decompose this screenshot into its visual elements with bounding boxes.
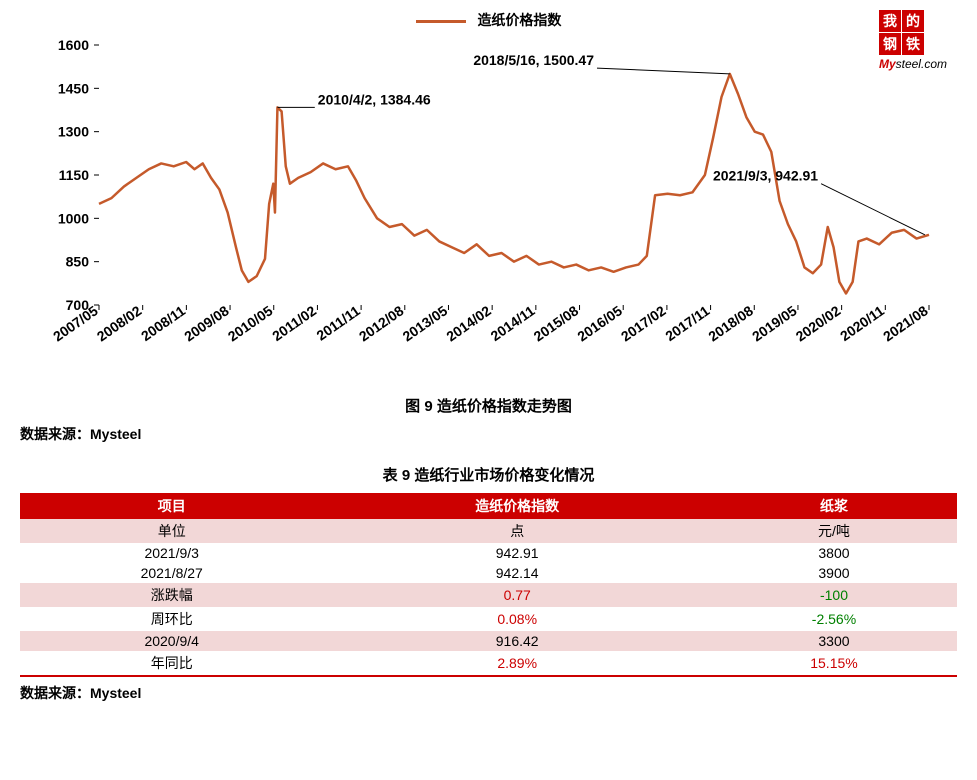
- svg-text:850: 850: [65, 254, 89, 270]
- table-header: 造纸价格指数: [323, 493, 711, 519]
- svg-text:2013/05: 2013/05: [399, 302, 450, 344]
- table-header: 项目: [20, 493, 323, 519]
- svg-text:2018/08: 2018/08: [705, 302, 756, 344]
- figure-caption: 图 9 造纸价格指数走势图: [20, 395, 957, 416]
- svg-text:2020/11: 2020/11: [837, 302, 887, 344]
- table-header: 纸浆: [711, 493, 957, 519]
- table-cell: 点: [323, 519, 711, 543]
- data-source: 数据来源：Mysteel: [20, 683, 957, 703]
- table-cell: 元/吨: [711, 519, 957, 543]
- table-cell: 3800: [711, 543, 957, 563]
- svg-text:2020/02: 2020/02: [792, 302, 843, 344]
- svg-text:2009/08: 2009/08: [181, 302, 232, 344]
- table-row: 2021/8/27942.143900: [20, 563, 957, 583]
- table-cell: 2021/9/3: [20, 543, 323, 563]
- svg-text:2010/4/2, 1384.46: 2010/4/2, 1384.46: [317, 91, 430, 107]
- table-row: 2020/9/4916.423300: [20, 631, 957, 651]
- legend-line-icon: [416, 20, 466, 23]
- logo-cell: 我: [879, 10, 901, 32]
- svg-text:2015/08: 2015/08: [530, 302, 581, 344]
- table-cell: 2.89%: [323, 651, 711, 675]
- table-cell: 3900: [711, 563, 957, 583]
- svg-text:2018/5/16, 1500.47: 2018/5/16, 1500.47: [473, 52, 594, 68]
- line-chart: 700850100011501300145016002007/052008/02…: [29, 35, 949, 375]
- svg-text:2019/05: 2019/05: [749, 302, 800, 344]
- svg-text:2008/11: 2008/11: [138, 302, 188, 344]
- chart-legend: 造纸价格指数: [20, 10, 957, 30]
- svg-text:2012/08: 2012/08: [355, 302, 406, 344]
- table-cell: 年同比: [20, 651, 323, 675]
- table-row: 周环比0.08%-2.56%: [20, 607, 957, 631]
- table-cell: 周环比: [20, 607, 323, 631]
- svg-text:2021/08: 2021/08: [880, 302, 931, 344]
- table-cell: 3300: [711, 631, 957, 651]
- svg-text:2011/11: 2011/11: [313, 302, 363, 343]
- table-cell: -2.56%: [711, 607, 957, 631]
- table-cell: 916.42: [323, 631, 711, 651]
- svg-text:2011/02: 2011/02: [269, 302, 319, 344]
- table-row: 2021/9/3942.913800: [20, 543, 957, 563]
- table-cell: 942.91: [323, 543, 711, 563]
- svg-text:2008/02: 2008/02: [93, 302, 144, 344]
- svg-text:2021/9/3, 942.91: 2021/9/3, 942.91: [712, 168, 817, 184]
- price-table: 项目造纸价格指数纸浆 单位点元/吨2021/9/3942.9138002021/…: [20, 493, 957, 675]
- svg-text:1300: 1300: [57, 124, 88, 140]
- logo-cell: 的: [902, 10, 924, 32]
- svg-text:2014/11: 2014/11: [487, 302, 537, 344]
- svg-text:1450: 1450: [57, 80, 88, 96]
- table-cell: 涨跌幅: [20, 583, 323, 607]
- svg-text:1150: 1150: [58, 167, 89, 183]
- svg-text:1600: 1600: [57, 37, 88, 53]
- table-cell: 2020/9/4: [20, 631, 323, 651]
- legend-label: 造纸价格指数: [477, 12, 561, 28]
- table-row: 年同比2.89%15.15%: [20, 651, 957, 675]
- svg-text:2016/05: 2016/05: [574, 302, 625, 344]
- svg-text:1000: 1000: [57, 210, 88, 226]
- svg-text:2017/11: 2017/11: [662, 302, 712, 344]
- table-cell: 0.77: [323, 583, 711, 607]
- svg-text:2017/02: 2017/02: [617, 302, 668, 344]
- table-cell: 0.08%: [323, 607, 711, 631]
- table-caption: 表 9 造纸行业市场价格变化情况: [20, 464, 957, 485]
- table-row: 涨跌幅0.77-100: [20, 583, 957, 607]
- data-source: 数据来源：Mysteel: [20, 424, 957, 444]
- table-cell: -100: [711, 583, 957, 607]
- table-cell: 942.14: [323, 563, 711, 583]
- svg-text:2010/05: 2010/05: [224, 302, 275, 344]
- svg-text:2014/02: 2014/02: [443, 302, 494, 344]
- table-cell: 2021/8/27: [20, 563, 323, 583]
- table-cell: 单位: [20, 519, 323, 543]
- table-row: 单位点元/吨: [20, 519, 957, 543]
- table-cell: 15.15%: [711, 651, 957, 675]
